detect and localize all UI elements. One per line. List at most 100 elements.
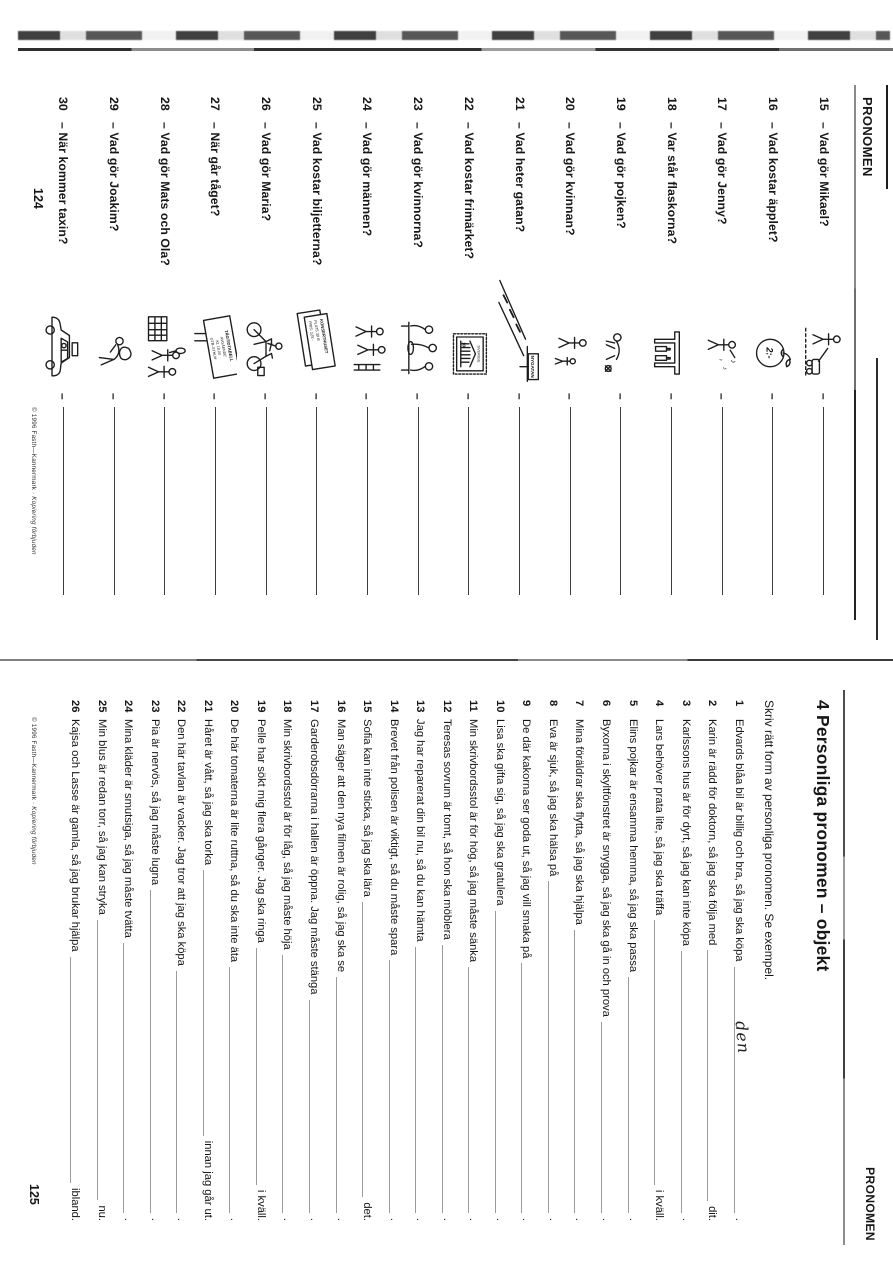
- question-text: – Vad gör kvinnorna?: [411, 122, 426, 248]
- exercise-row-26: 26 – Vad gör Maria? –: [241, 97, 292, 620]
- page-separator-line: [0, 659, 893, 661]
- sentence-text: Mina kläder är smutsiga, så jag måste tv…: [122, 719, 135, 938]
- item-number: 14: [387, 700, 400, 713]
- sentence-row-4: 4 Lars behöver prata lite, så jag ska trä…: [646, 700, 673, 1221]
- item-number: 24: [122, 700, 135, 713]
- item-number: 3: [679, 700, 692, 707]
- item-number: 13: [414, 700, 427, 713]
- fill-in-blank: [707, 950, 709, 1202]
- svg-text:2:-: 2:-: [765, 346, 775, 358]
- item-number: 23: [148, 700, 161, 713]
- item-number: 30: [56, 97, 71, 111]
- item-number: 7: [573, 700, 586, 707]
- exercise-row-17: 17 – Vad gör Jenny? ♪ ♪ ♪ –: [697, 97, 748, 620]
- answer-line: [62, 406, 64, 595]
- answer-line: [823, 406, 825, 595]
- illustration-woman-child: [548, 321, 592, 385]
- question-lead: 27 – När går tåget? TÅGTIDTABELL AVGÅENDE KL…: [193, 97, 238, 393]
- sentence-row-8: 8 Eva är sjuk, så jag ska hälsa på.: [540, 700, 567, 1221]
- item-number: 22: [175, 700, 188, 713]
- item-number: 24: [360, 97, 375, 111]
- answer-area: –: [56, 393, 70, 595]
- sentence-row-16: 16 Man säger att den nya filmen är rolig,…: [327, 700, 354, 1221]
- sentence-text: Lars behöver prata lite, så jag ska träf…: [653, 719, 666, 916]
- exercise-row-28: 28 – Vad gör Mats och Ola? –: [139, 97, 190, 620]
- svg-text:♪: ♪: [721, 367, 728, 370]
- sentence-text: De här tomaterna är lite ruttna, så du s…: [228, 719, 241, 963]
- question-text: – När kommer taxin?: [56, 122, 71, 245]
- item-number: 21: [201, 700, 214, 713]
- item-number: 16: [765, 97, 780, 111]
- answer-area: –: [310, 393, 324, 595]
- answer-area: –: [715, 393, 729, 595]
- scan-edge-mark: [886, 85, 888, 189]
- scan-edge-mark: [876, 358, 878, 640]
- svg-text:10: 10: [461, 342, 466, 348]
- svg-text:KONSERTHUSET: KONSERTHUSET: [319, 319, 329, 355]
- answer-dash: –: [208, 393, 223, 400]
- answer-area: –: [411, 393, 425, 595]
- fill-in-blank: [308, 999, 310, 1213]
- sentence-tail: .: [122, 1217, 135, 1221]
- sentence-row-17: 17 Garderobsdörrarna i hallen är öppna. J…: [301, 700, 328, 1221]
- sentence-tail: dit.: [706, 1206, 719, 1221]
- sentence-row-6: 6 Byxorna i skyltfönstret är snygga, så j…: [593, 700, 620, 1221]
- running-head: PRONOMEN: [860, 97, 875, 177]
- sentence-tail: .: [175, 1217, 188, 1221]
- answer-line: [164, 406, 166, 595]
- header-rule: [843, 690, 845, 1245]
- item-number: 15: [361, 700, 374, 713]
- exercise-row-25: 25– Vad kostar biljetterna? KONSERTHUSET P…: [291, 97, 342, 620]
- answer-line: [417, 406, 419, 595]
- answer-area: –: [107, 393, 121, 595]
- sentence-text: Min skrivbordsstol är för låg, så jag må…: [281, 719, 294, 950]
- answer-area: –: [513, 393, 527, 595]
- question-lead: 21 – Vad heter gatan? NYGATAN: [497, 97, 542, 393]
- fill-in-blank: [176, 970, 178, 1213]
- fill-in-blank: [415, 946, 417, 1213]
- answer-dash: –: [765, 393, 780, 400]
- copyright-notice: © 1996 Fasth—Kannermark · Kopiering förb…: [30, 717, 37, 865]
- fill-in-blank: [654, 920, 656, 1185]
- illustration-apple: 2:-: [751, 321, 795, 385]
- question-text: – Vad gör Joakim?: [107, 122, 122, 232]
- sentence-tail: .: [679, 1217, 692, 1221]
- sentence-row-12: 12 Teresas sovrum är tomt, så hon ska möb…: [433, 700, 460, 1221]
- answer-area: –: [360, 393, 374, 595]
- question-lead: 17 – Vad gör Jenny? ♪ ♪ ♪: [700, 97, 744, 393]
- item-number: 9: [520, 700, 533, 707]
- illustration-timetable: TÅGTIDTABELL AVGÅENDE KL 18.00 GTB–STHLM: [193, 304, 238, 385]
- exercise-list-1-26: 1 Edvards blåa bil är billig och bra, så …: [62, 700, 753, 1221]
- svg-text:TÅGTIDTABELL: TÅGTIDTABELL: [224, 330, 235, 363]
- fill-in-blank: [202, 870, 204, 1136]
- answer-dash: –: [563, 393, 578, 400]
- exercise-list-15-30: 15 – Vad gör Mikael? – 16 – Vad kostar äpple…: [38, 97, 849, 620]
- item-number: 2: [706, 700, 719, 707]
- illustration-men-group: [345, 311, 389, 385]
- sentence-text: Mina föräldrar ska flytta, så jag ska hj…: [573, 719, 586, 925]
- fill-in-blank: [70, 956, 72, 1184]
- question-lead: 25– Vad kostar biljetterna? KONSERTHUSET P…: [295, 97, 339, 393]
- exercise-row-15: 15 – Vad gör Mikael? –: [798, 97, 849, 620]
- item-number: 23: [411, 97, 426, 111]
- sentence-text: Sofia kan inte sticka, så jag ska lära: [361, 719, 374, 897]
- question-text: – Vad kostar biljetterna?: [309, 122, 324, 266]
- sentence-row-9: 9 De där kakorna ser goda ut, så jag vill…: [513, 700, 540, 1221]
- fill-in-blank: [601, 1021, 602, 1213]
- question-lead: 19 – Vad gör pojken?: [599, 97, 643, 393]
- page-number: 124: [31, 188, 45, 209]
- question-text: – Var står flaskorna?: [664, 122, 679, 245]
- sentence-text: De där kakorna ser goda ut, så jag vill …: [520, 719, 533, 959]
- item-number: 6: [600, 700, 612, 707]
- sentence-row-14: 14 Brevet från polisen är viktigt, så du …: [380, 700, 407, 1221]
- sentence-row-5: 5 Elins pojkar är ensamma hemma, så jag s…: [619, 700, 646, 1221]
- question-lead: 29 – Vad gör Joakim?: [92, 97, 136, 393]
- fill-in-blank: [441, 944, 443, 1213]
- fill-in-blank: [149, 890, 151, 1213]
- sentence-row-19: 19 Pelle har sökt mig flera gånger. Jag s…: [248, 700, 275, 1221]
- svg-text:PLATS 39 B: PLATS 39 B: [313, 320, 320, 342]
- sentence-row-10: 10 Lisa ska gifta sig, så jag ska gratule…: [487, 700, 514, 1221]
- illustration-stamp: SVERIGE 10: [447, 321, 491, 385]
- fill-in-blank: [388, 960, 390, 1213]
- sentence-tail: .: [493, 1217, 506, 1221]
